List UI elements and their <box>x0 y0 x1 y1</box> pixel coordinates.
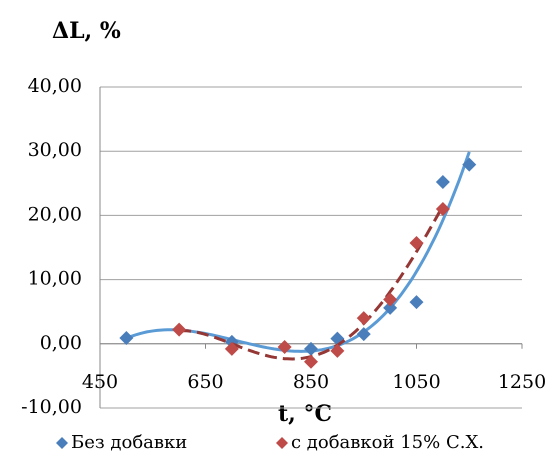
x-tick-label: 1250 <box>498 371 546 393</box>
x-axis-label: t, °C <box>278 401 332 427</box>
data-point <box>304 341 318 356</box>
data-point <box>356 311 371 326</box>
y-tick-label: 0,00 <box>40 332 82 354</box>
data-point <box>383 292 398 307</box>
data-point <box>356 327 371 342</box>
x-tick-label: 850 <box>293 371 329 393</box>
y-tick-label: 20,00 <box>28 203 82 225</box>
data-point <box>172 322 187 337</box>
data-point <box>224 341 239 356</box>
data-point <box>119 331 134 346</box>
data-point <box>383 300 398 315</box>
x-tick-label: 650 <box>187 371 223 393</box>
legend-label: Без добавки <box>71 432 187 453</box>
data-point <box>435 201 450 216</box>
legend-label: с добавкой 15% С.Х. <box>291 432 484 453</box>
data-point <box>409 236 424 251</box>
legend-marker <box>56 437 68 449</box>
data-point <box>304 354 318 369</box>
chart-title: ΔL, % <box>52 18 121 44</box>
data-point <box>435 175 450 190</box>
y-tick-label: 10,00 <box>28 268 82 290</box>
y-tick-label: 30,00 <box>28 139 82 161</box>
legend-marker <box>276 437 288 449</box>
data-point <box>462 157 477 172</box>
data-point <box>409 295 424 310</box>
x-tick-label: 1050 <box>392 371 440 393</box>
y-tick-label: -10,00 <box>21 396 82 418</box>
data-point <box>277 340 292 355</box>
data-point <box>330 343 345 358</box>
x-tick-label: 450 <box>82 371 118 393</box>
y-tick-label: 40,00 <box>28 75 82 97</box>
